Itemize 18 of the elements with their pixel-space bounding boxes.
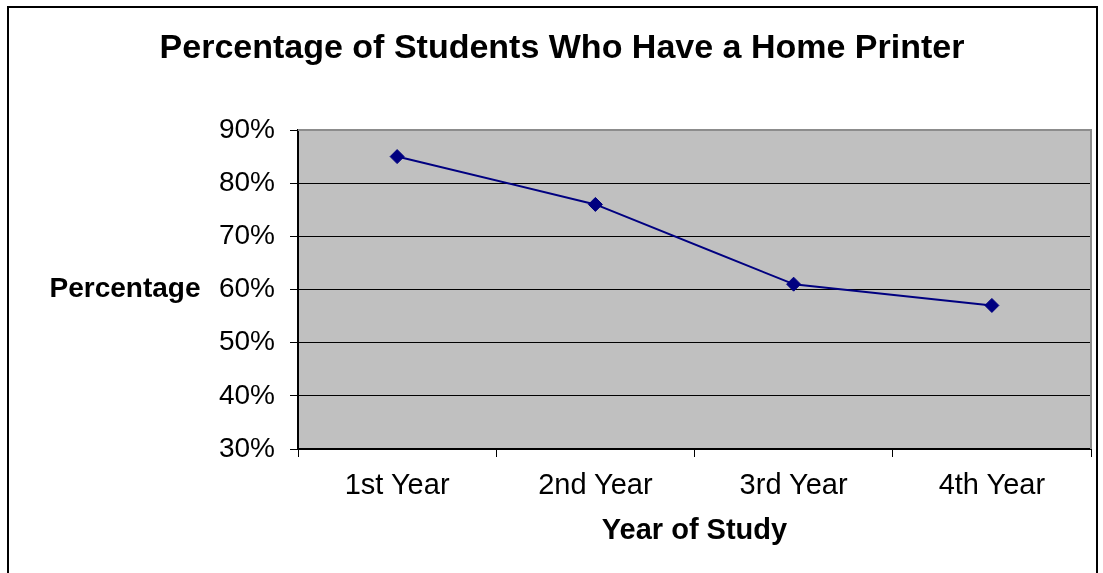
y-axis-title: Percentage (49, 272, 201, 304)
y-tick-label: 80% (218, 165, 275, 197)
x-tick-label: 3rd Year (739, 468, 848, 501)
x-tick-label: 2nd Year (538, 468, 653, 501)
y-tick-label: 70% (218, 219, 275, 251)
x-axis-title: Year of Study (601, 512, 788, 545)
y-tick-label: 40% (218, 378, 275, 410)
chart-title: Percentage of Students Who Have a Home Printer (159, 27, 965, 66)
point (389, 149, 405, 165)
point (587, 196, 603, 212)
y-tick-label: 30% (218, 431, 275, 463)
point (786, 276, 802, 292)
y-tick-label: 90% (218, 112, 275, 144)
x-tick-label: 1st Year (344, 468, 450, 501)
x-tick-label: 4th Year (938, 468, 1046, 501)
point (984, 297, 1000, 313)
y-tick-label: 60% (218, 272, 275, 304)
y-tick-label: 50% (218, 325, 275, 357)
